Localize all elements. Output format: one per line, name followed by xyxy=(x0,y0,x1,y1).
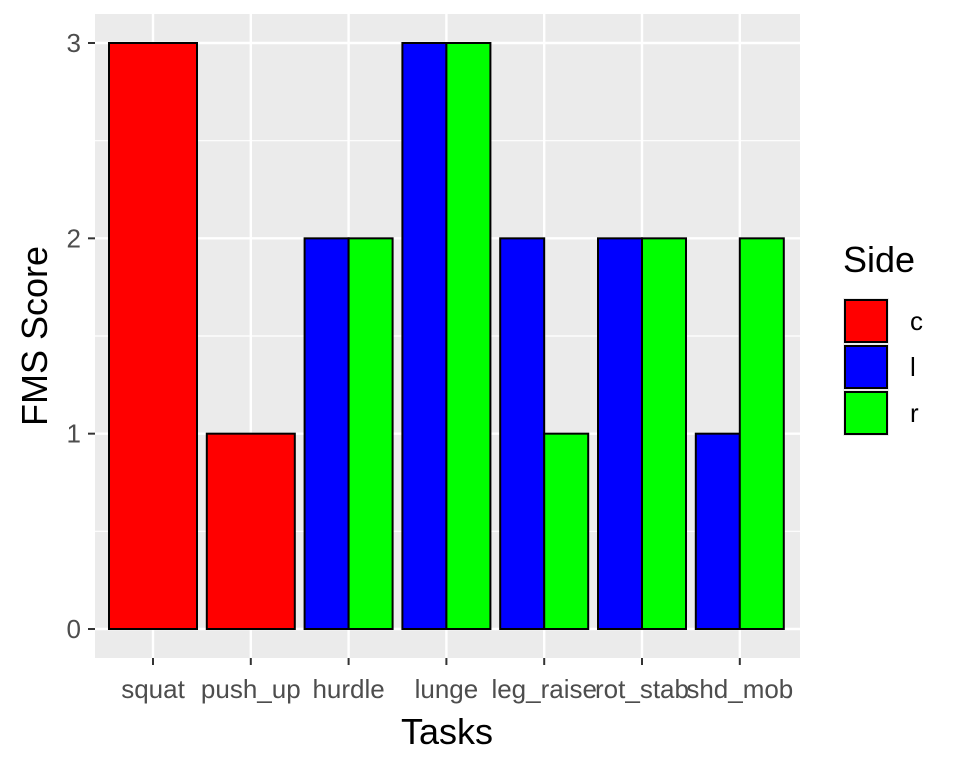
legend-label-r: r xyxy=(910,398,919,428)
bars xyxy=(108,42,785,630)
bar-hurdle-l xyxy=(303,237,350,630)
x-tick-label: lunge xyxy=(415,674,479,704)
bar-rot_stab-l xyxy=(597,237,643,630)
y-tick-label: 1 xyxy=(67,419,81,449)
legend-label-c: c xyxy=(910,306,923,336)
bar-hurdle-r xyxy=(347,237,394,630)
y-axis: 0 1 2 3 xyxy=(67,28,95,644)
legend-swatch-c xyxy=(844,299,888,343)
legend: Side clr xyxy=(843,239,923,436)
bar-rot_stab-r xyxy=(641,237,687,630)
legend-label-l: l xyxy=(910,352,916,382)
y-tick-label: 0 xyxy=(67,614,81,644)
x-tick-label: leg_raise xyxy=(491,674,597,704)
x-tick-label: shd_mob xyxy=(686,674,793,704)
bar-lunge-r xyxy=(445,42,492,630)
legend-title: Side xyxy=(843,239,915,280)
bar-shd_mob-l xyxy=(694,432,741,630)
x-axis: squat push_up hurdle lunge leg_raiserot_stab… xyxy=(121,658,793,704)
y-tick-label: 2 xyxy=(67,223,81,253)
bar-leg_raise-r xyxy=(543,432,590,630)
x-tick-label: push_up xyxy=(201,674,301,704)
bar-squat-c xyxy=(108,42,198,630)
legend-swatch-l xyxy=(844,345,888,389)
y-axis-title: FMS Score xyxy=(14,246,55,426)
x-axis-title: Tasks xyxy=(401,711,493,752)
bar-lunge-l xyxy=(401,42,448,630)
bar-leg_raise-l xyxy=(499,237,546,630)
bar-push_up-c xyxy=(205,432,296,630)
y-tick-label: 3 xyxy=(67,28,81,58)
x-tick-label: rot_stab xyxy=(595,674,689,704)
legend-swatch-r xyxy=(844,391,888,435)
x-tick-label: squat xyxy=(121,674,185,704)
x-tick-label: hurdle xyxy=(312,674,384,704)
bar-shd_mob-r xyxy=(738,237,785,630)
